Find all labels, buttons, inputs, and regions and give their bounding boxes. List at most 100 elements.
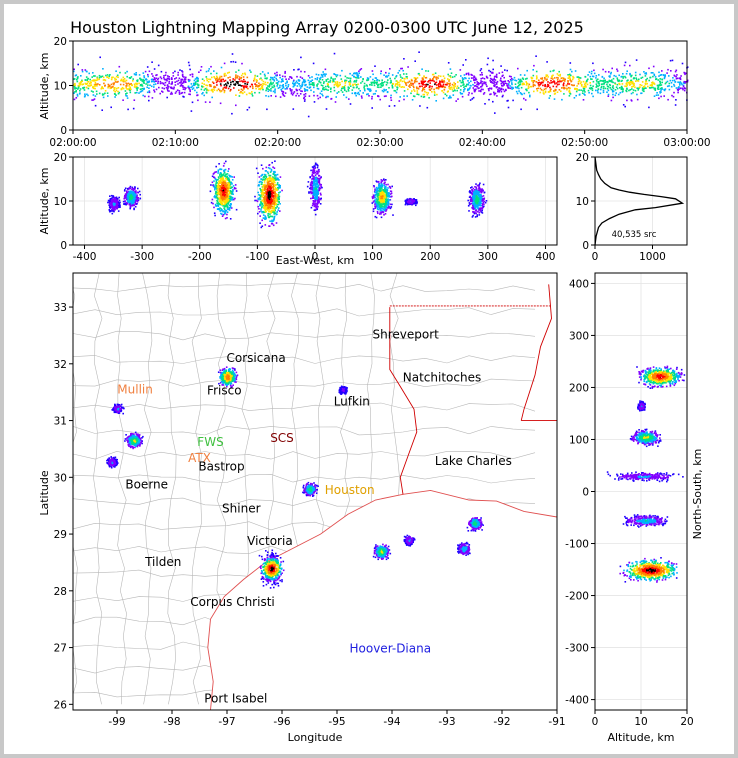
- density-mark: [373, 82, 375, 85]
- density-mark: [608, 71, 610, 73]
- density-mark: [429, 78, 431, 80]
- density-mark: [347, 86, 350, 88]
- density-mark: [324, 88, 327, 90]
- density-mark: [134, 74, 137, 76]
- east-west-density: [107, 160, 488, 229]
- density-mark: [345, 80, 347, 83]
- density-mark: [273, 76, 276, 78]
- density-mark: [659, 84, 661, 87]
- density-mark: [334, 81, 337, 83]
- density-mark: [193, 82, 195, 85]
- density-mark: [205, 91, 208, 94]
- density-mark: [148, 90, 151, 92]
- density-mark: [319, 96, 321, 99]
- density-mark: [324, 75, 326, 77]
- density-mark: [136, 195, 138, 198]
- density-mark: [133, 207, 135, 210]
- density-mark: [273, 212, 276, 214]
- density-mark: [377, 84, 379, 87]
- density-mark: [92, 99, 95, 101]
- density-mark: [227, 170, 229, 172]
- density-mark: [228, 168, 230, 170]
- density-mark: [228, 197, 231, 200]
- density-mark: [315, 203, 318, 205]
- density-mark: [422, 80, 425, 83]
- density-mark: [423, 93, 425, 96]
- density-mark: [411, 99, 414, 101]
- density-mark: [471, 92, 473, 95]
- density-mark: [334, 78, 336, 80]
- density-mark: [351, 89, 354, 91]
- density-mark: [598, 84, 601, 87]
- density-mark: [376, 190, 378, 193]
- density-mark: [645, 73, 648, 75]
- density-mark: [427, 83, 429, 86]
- density-mark: [73, 85, 76, 88]
- density-mark: [241, 62, 243, 65]
- density-mark: [181, 78, 184, 81]
- density-mark: [639, 84, 641, 86]
- density-mark: [134, 186, 136, 189]
- density-mark: [636, 79, 639, 82]
- density-mark: [544, 84, 546, 87]
- density-mark: [376, 81, 378, 83]
- density-mark: [234, 197, 236, 200]
- density-mark: [349, 81, 352, 83]
- density-mark: [129, 203, 132, 205]
- density-mark: [309, 83, 312, 86]
- density-mark: [504, 69, 506, 71]
- density-mark: [303, 80, 305, 82]
- density-mark: [178, 91, 181, 94]
- density-mark: [525, 88, 527, 91]
- density-mark: [531, 80, 534, 82]
- density-mark: [356, 77, 358, 79]
- density-mark: [611, 81, 613, 83]
- density-mark: [554, 92, 557, 95]
- density-mark: [274, 160, 276, 162]
- density-mark: [268, 225, 271, 227]
- density-mark: [438, 86, 440, 89]
- density-mark: [245, 86, 248, 89]
- density-mark: [422, 87, 425, 90]
- density-mark: [268, 177, 270, 180]
- density-mark: [449, 97, 451, 99]
- density-mark: [421, 82, 423, 85]
- density-mark: [237, 81, 239, 83]
- density-mark: [88, 85, 90, 87]
- density-mark: [344, 82, 347, 84]
- density-mark: [256, 200, 259, 203]
- density-mark: [524, 78, 527, 80]
- density-mark: [123, 78, 126, 80]
- density-mark: [271, 83, 273, 86]
- density-mark: [520, 108, 522, 111]
- density-mark: [610, 88, 613, 91]
- density-mark: [271, 200, 273, 202]
- density-mark: [229, 76, 231, 78]
- density-mark: [266, 189, 269, 191]
- density-mark: [630, 99, 633, 101]
- density-mark: [659, 91, 661, 93]
- density-mark: [222, 193, 225, 196]
- density-mark: [646, 77, 648, 80]
- density-mark: [315, 192, 318, 194]
- density-mark: [139, 91, 142, 93]
- density-mark: [276, 198, 279, 201]
- density-mark: [373, 84, 376, 87]
- density-mark: [684, 81, 686, 84]
- density-mark: [129, 206, 132, 208]
- density-mark: [668, 82, 671, 85]
- density-mark: [561, 98, 563, 101]
- density-mark: [312, 84, 314, 86]
- density-mark: [216, 77, 218, 80]
- density-mark: [230, 81, 232, 84]
- density-mark: [109, 84, 111, 87]
- density-mark: [391, 84, 393, 87]
- density-mark: [661, 88, 663, 90]
- density-mark: [116, 202, 119, 204]
- density-mark: [319, 187, 322, 190]
- density-mark: [124, 194, 126, 197]
- density-mark: [109, 203, 111, 205]
- density-mark: [271, 209, 273, 212]
- density-mark: [395, 91, 398, 94]
- density-mark: [98, 74, 101, 77]
